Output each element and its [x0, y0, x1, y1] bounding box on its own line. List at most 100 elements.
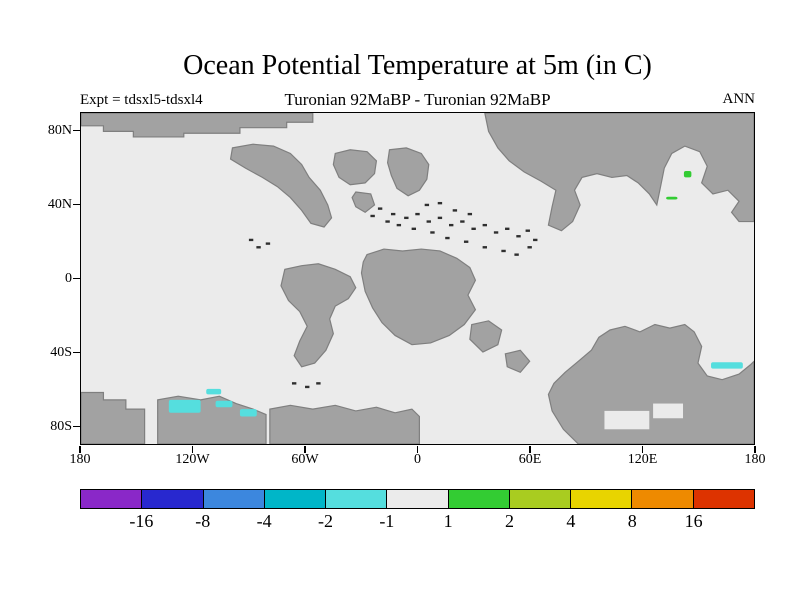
- landmass-asia: [484, 113, 754, 232]
- islet-mark: [437, 201, 443, 205]
- islet-mark: [316, 382, 321, 385]
- colorbar-tick-label: -4: [256, 511, 272, 531]
- islet-mark: [291, 382, 297, 385]
- islet-mark: [256, 246, 261, 249]
- colorbar-tick-label: 16: [684, 511, 703, 531]
- x-tick-mark: [754, 446, 756, 453]
- colorbar-segment: [81, 490, 142, 508]
- islet-mark: [467, 212, 473, 216]
- colorbar-segment: [141, 490, 203, 508]
- islet-mark: [471, 227, 476, 230]
- colorbar-segment: [386, 490, 448, 508]
- islet-mark: [527, 246, 532, 249]
- colorbar-tick-label: -16: [129, 511, 154, 531]
- colorbar-tick-label: 4: [566, 511, 576, 531]
- x-tick-label: 60E: [518, 452, 542, 467]
- islet-mark: [449, 223, 454, 227]
- y-tick-label: 40S: [50, 344, 72, 360]
- x-tick-mark: [641, 446, 644, 453]
- landmass-arctic-west-strip: [81, 113, 314, 138]
- y-tick-mark: [73, 129, 80, 132]
- islet-mark: [516, 235, 521, 238]
- colorbar-tick-label: 2: [505, 511, 515, 531]
- islet-mark: [445, 236, 450, 240]
- colorbar-segment: [570, 490, 632, 508]
- islet-mark: [305, 385, 310, 389]
- colorbar-segment: [631, 490, 693, 508]
- anomaly-patch--2to-1: [711, 362, 743, 369]
- islet-mark: [533, 238, 538, 242]
- y-tick-mark: [73, 351, 80, 354]
- anomaly-patch--2to-1: [215, 400, 233, 408]
- x-tick-mark: [304, 446, 306, 453]
- y-tick-label: 80S: [50, 418, 72, 434]
- experiment-label: Expt = tdsxl5-tdsxl4: [80, 92, 203, 108]
- islet-mark: [505, 227, 510, 230]
- islet-mark: [514, 253, 519, 256]
- colorbar-tick-label: 8: [627, 511, 637, 531]
- islet-mark: [385, 220, 390, 223]
- colorbar-segment: [692, 490, 754, 508]
- islet-mark: [415, 212, 420, 216]
- inland-sea: [604, 410, 650, 430]
- anomaly-patch-1to2: [683, 170, 692, 178]
- colorbar-segment: [263, 490, 326, 508]
- x-tick-label: 180: [69, 452, 91, 467]
- x-tick-label: 60W: [291, 452, 319, 467]
- x-tick-label: 120E: [627, 452, 658, 467]
- x-tick-mark: [529, 446, 531, 453]
- islet-mark: [463, 240, 469, 243]
- islet-mark: [482, 223, 487, 227]
- anomaly-patch--2to-1: [239, 409, 257, 417]
- landmass-north-atlantic-block: [332, 149, 378, 186]
- islet-mark: [525, 229, 530, 232]
- islet-mark: [396, 223, 402, 227]
- x-tick-label: 120W: [175, 452, 210, 467]
- islet-mark: [437, 216, 443, 220]
- paleo-map: [81, 113, 754, 444]
- x-tick-label: 180: [744, 452, 766, 467]
- colorbar-segment: [508, 490, 571, 508]
- anomaly-patch-1to2: [666, 196, 678, 200]
- islet-mark: [370, 214, 375, 218]
- y-tick-mark: [73, 425, 80, 428]
- colorbar: [80, 489, 755, 509]
- x-tick-label: 0: [414, 452, 421, 467]
- colorbar-segment: [447, 490, 509, 508]
- islet-mark: [411, 227, 417, 230]
- landmass-africa: [360, 248, 477, 346]
- page-title: Ocean Potential Temperature at 5m (in C): [183, 50, 652, 81]
- colorbar-segment: [325, 490, 387, 508]
- inland-sea: [653, 403, 684, 419]
- map-plot-area: [80, 112, 755, 445]
- y-tick-mark: [73, 277, 80, 280]
- y-tick-label: 40N: [47, 196, 72, 212]
- anomaly-patch--2to-1: [168, 399, 201, 413]
- colorbar-segment: [202, 490, 264, 508]
- y-tick-label: 0: [65, 270, 72, 286]
- x-tick-mark: [416, 446, 419, 453]
- x-tick-mark: [191, 446, 194, 453]
- islet-mark: [460, 220, 465, 223]
- colorbar-tick-label: 1: [443, 511, 453, 531]
- subtitle: Turonian 92MaBP - Turonian 92MaBP: [284, 90, 551, 109]
- landmass-iberia-fragment: [351, 191, 376, 214]
- islet-mark: [248, 238, 254, 242]
- landmass-antarctica-west-1: [81, 391, 146, 444]
- islet-mark: [426, 220, 431, 223]
- landmass-europe-block: [386, 147, 430, 197]
- y-tick-mark: [73, 203, 80, 206]
- landmass-madagascar-fragment: [504, 349, 531, 374]
- islet-mark: [452, 209, 458, 212]
- landmass-india-fragment: [469, 320, 503, 353]
- colorbar-labels: -16 -8 -4 -2 -1 1 2 4 8 16: [80, 511, 755, 535]
- season-label: ANN: [722, 91, 756, 107]
- colorbar-tick-label: -2: [317, 511, 333, 531]
- anomaly-patch--2to-1: [206, 388, 222, 395]
- islet-mark: [501, 249, 506, 253]
- y-tick-label: 80N: [47, 122, 72, 138]
- landmass-australo-antarctica: [547, 323, 754, 444]
- islet-mark: [404, 216, 409, 220]
- colorbar-tick-label: -1: [379, 511, 395, 531]
